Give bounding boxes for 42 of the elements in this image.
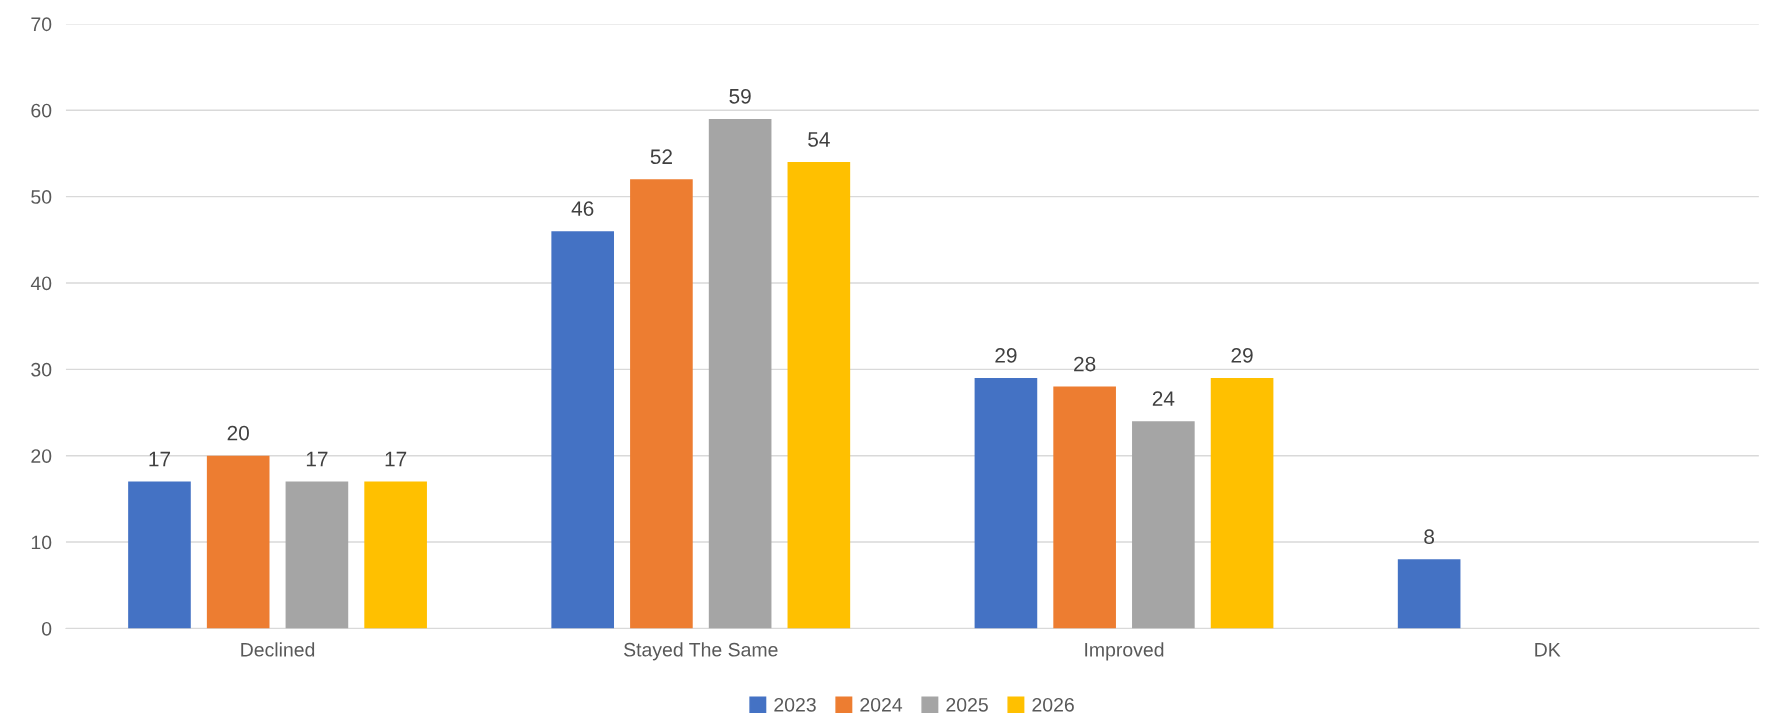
- y-tick-label: 40: [30, 276, 52, 291]
- bar: [364, 481, 427, 629]
- data-label: 29: [995, 348, 1017, 363]
- data-label: 24: [1152, 391, 1175, 406]
- x-tick-label: DK: [1535, 643, 1561, 657]
- bar: [128, 481, 191, 629]
- data-label: 46: [571, 201, 594, 216]
- data-label: 59: [729, 88, 751, 104]
- y-tick-label: 10: [31, 535, 52, 550]
- data-label: 28: [1074, 356, 1096, 372]
- x-tick-label: Declined: [241, 642, 315, 657]
- y-tick-label: 30: [31, 362, 52, 377]
- bar: [1210, 377, 1274, 629]
- y-tick-label: 50: [31, 190, 52, 204]
- bar: [1397, 559, 1461, 629]
- data-label: 17: [306, 451, 328, 467]
- bar: [206, 455, 270, 629]
- y-tick-label: 0: [41, 621, 52, 636]
- y-tick-label: 70: [31, 17, 52, 32]
- bar: [551, 231, 615, 629]
- bar: [708, 118, 772, 629]
- x-tick-label: Improved: [1085, 642, 1164, 661]
- data-label: 54: [808, 132, 830, 147]
- y-tick-label: 20: [31, 449, 52, 463]
- data-label: 17: [149, 451, 171, 467]
- bar: [1132, 421, 1195, 629]
- bar: [787, 162, 851, 629]
- data-label: 20: [227, 425, 249, 441]
- x-tick-label: Stayed The Same: [624, 642, 778, 661]
- bar: [285, 481, 349, 629]
- bar: [630, 179, 693, 629]
- legend-label: 2026: [1032, 697, 1074, 712]
- legend-label: 2023: [774, 697, 816, 712]
- data-label: 52: [650, 149, 672, 165]
- bar: [974, 377, 1038, 629]
- legend-label: 2025: [946, 697, 988, 712]
- data-label: 8: [1424, 529, 1435, 545]
- data-label: 29: [1231, 348, 1253, 363]
- data-label: 17: [385, 451, 407, 467]
- legend-label: 2024: [860, 697, 903, 712]
- bar: [1053, 386, 1116, 629]
- y-tick-label: 60: [31, 103, 52, 118]
